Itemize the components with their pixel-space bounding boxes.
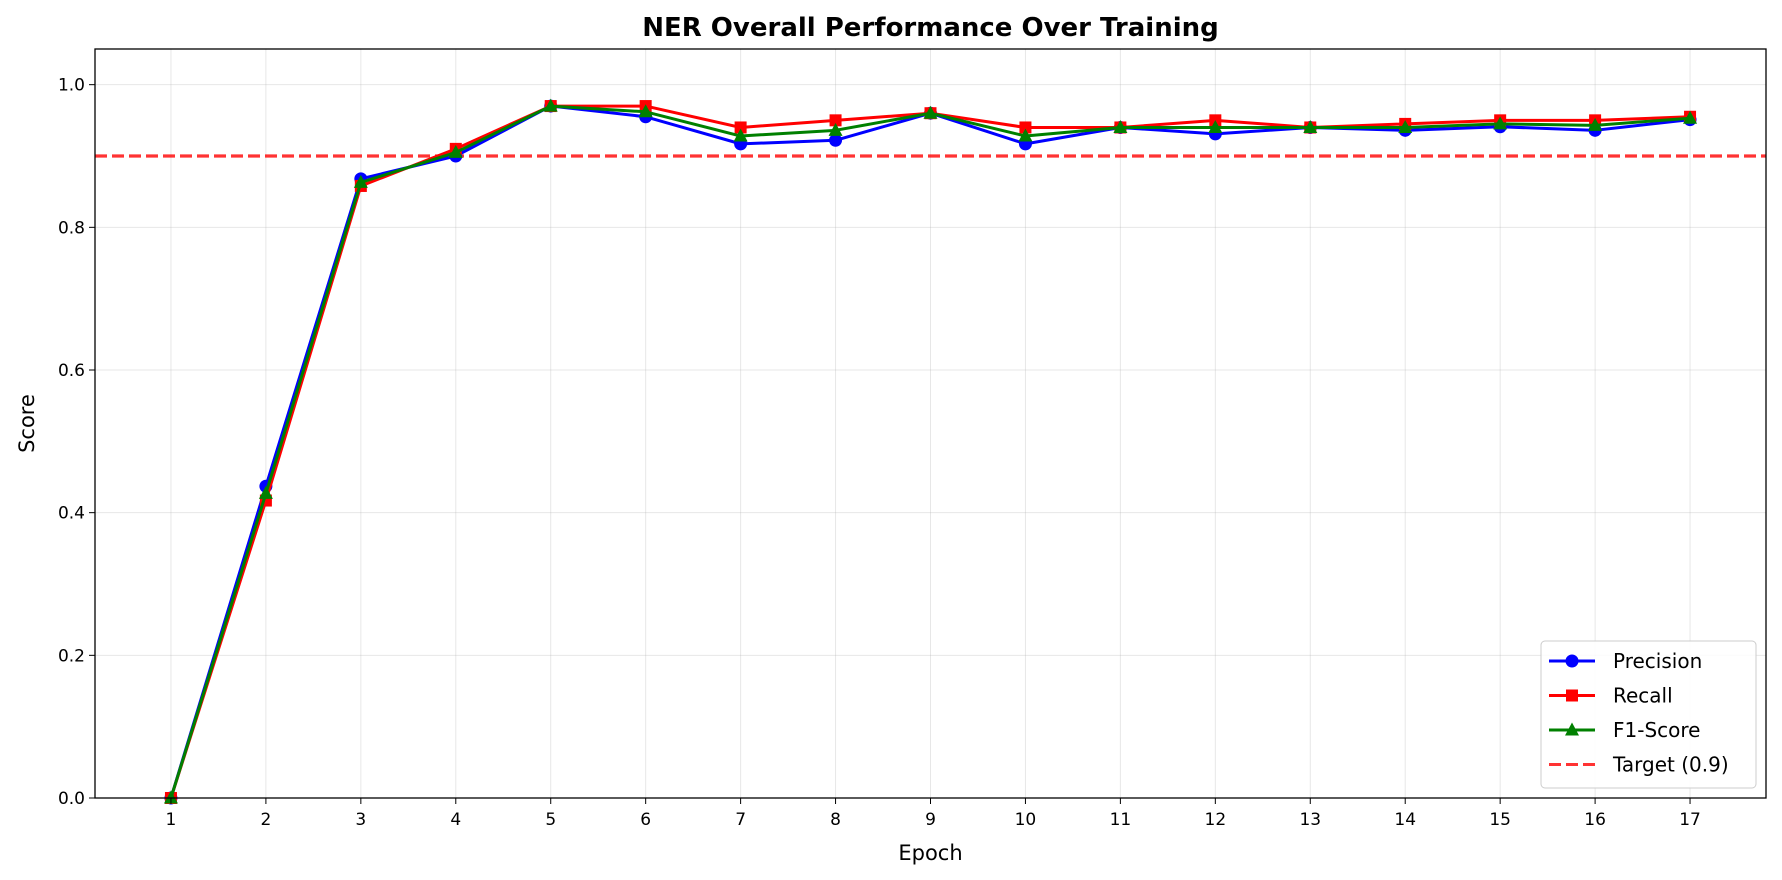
legend-label-target-0-9-: Target (0.9): [1612, 753, 1729, 777]
x-tick-label: 14: [1394, 810, 1416, 830]
f1-score-point: [163, 790, 178, 804]
x-tick-label: 11: [1110, 810, 1132, 830]
x-tick-label: 16: [1584, 810, 1606, 830]
y-tick-label: 0.8: [58, 218, 85, 238]
f1-score-point: [733, 128, 748, 142]
recall-point: [734, 121, 747, 134]
x-axis-ticks: 1 2 3 4 5 6 7 8 9 10 11 12 13 14 15 16 17: [166, 798, 1701, 830]
f1-score-point: [1398, 119, 1413, 133]
f1-score-point: [353, 174, 368, 188]
f1-score-point: [828, 122, 843, 136]
x-tick-label: 17: [1679, 810, 1701, 830]
x-tick-label: 2: [260, 810, 271, 830]
y-tick-label: 0.2: [58, 646, 85, 666]
x-tick-label: 10: [1015, 810, 1037, 830]
recall-point: [829, 114, 842, 127]
x-tick-label: 9: [925, 810, 936, 830]
x-tick-label: 8: [830, 810, 841, 830]
f1-score-point: [258, 485, 273, 499]
f1-score-point: [1683, 110, 1698, 124]
f1-score-point: [1018, 128, 1033, 142]
legend-marker-recall: [1566, 689, 1578, 702]
y-axis-ticks: 0.0 0.2 0.4 0.6 0.8 1.0: [58, 76, 95, 809]
f1-score-point: [923, 105, 938, 119]
x-tick-label: 6: [640, 810, 651, 830]
x-tick-label: 7: [735, 810, 746, 830]
legend-label-recall: Recall: [1613, 684, 1673, 708]
f1-score-point: [638, 104, 653, 118]
precision-point: [829, 133, 843, 147]
chart-title: NER Overall Performance Over Training: [642, 13, 1219, 43]
x-tick-label: 13: [1299, 810, 1321, 830]
f1-score-point: [1113, 119, 1128, 133]
legend-box: [1540, 640, 1757, 789]
f1-score-series: [163, 98, 1698, 804]
x-tick-label: 5: [545, 810, 556, 830]
legend-marker-f1-score: [1565, 722, 1579, 736]
f1-score-point: [1493, 116, 1508, 130]
x-tick-label: 4: [450, 810, 461, 830]
y-axis-label: Score: [15, 394, 39, 453]
y-tick-label: 0.6: [58, 361, 85, 381]
series-layer: [163, 98, 1698, 805]
x-tick-label: 3: [355, 810, 366, 830]
x-axis-label: Epoch: [898, 841, 962, 865]
f1-score-point: [448, 144, 463, 158]
y-tick-label: 0.4: [58, 504, 85, 524]
f1-score-point: [543, 98, 558, 112]
f1-score-point: [1208, 119, 1223, 133]
y-tick-label: 0.0: [58, 789, 85, 809]
f1-score-point: [1303, 119, 1318, 133]
legend: Precision Recall F1-Score Target (0.9): [1540, 640, 1757, 789]
x-tick-label: 15: [1489, 810, 1511, 830]
f1-score-point: [1588, 117, 1603, 131]
y-tick-label: 1.0: [58, 76, 85, 96]
legend-label-precision: Precision: [1613, 649, 1702, 673]
x-tick-label: 1: [166, 810, 177, 830]
recall-point: [1019, 121, 1032, 134]
legend-label-f1-score: F1-Score: [1613, 718, 1700, 742]
x-tick-label: 12: [1205, 810, 1227, 830]
legend-marker-precision: [1565, 654, 1579, 668]
